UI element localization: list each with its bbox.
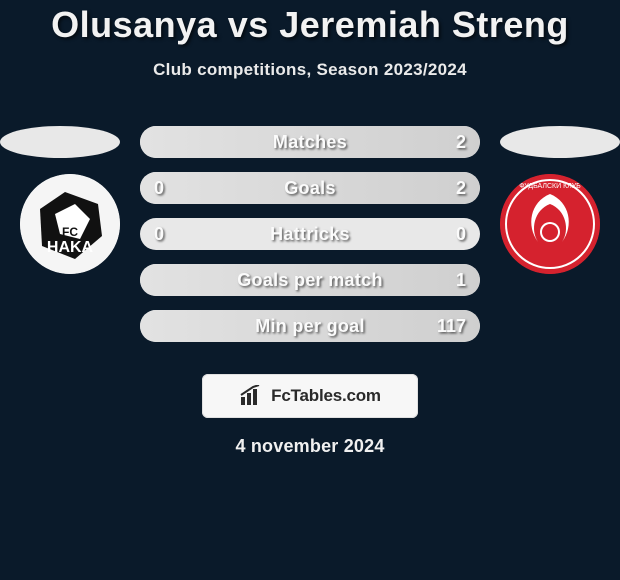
player-halo-left	[0, 126, 120, 158]
team-badge-right: ФУДБАЛСКИ КЛУБ	[500, 174, 600, 274]
metric-label: Hattricks	[140, 218, 480, 250]
metric-label: Goals per match	[140, 264, 480, 296]
metric-value-right: 1	[456, 264, 466, 296]
metric-row-hattricks: 0 Hattricks 0	[140, 218, 480, 250]
metric-row-matches: Matches 2	[140, 126, 480, 158]
brand-text: FcTables.com	[271, 386, 381, 406]
metric-label: Matches	[140, 126, 480, 158]
metric-row-min-per-goal: Min per goal 117	[140, 310, 480, 342]
metric-row-goals: 0 Goals 2	[140, 172, 480, 204]
metric-row-goals-per-match: Goals per match 1	[140, 264, 480, 296]
comparison-panel: HAKA FC ФУДБАЛСКИ КЛУБ Matches 2	[0, 112, 620, 362]
metric-label: Goals	[140, 172, 480, 204]
metric-value-right: 2	[456, 126, 466, 158]
metric-bars: Matches 2 0 Goals 2 0 Hattricks 0	[140, 126, 480, 356]
radnicki-badge-icon: ФУДБАЛСКИ КЛУБ	[500, 174, 600, 274]
brand-badge: FcTables.com	[202, 374, 418, 418]
metric-label: Min per goal	[140, 310, 480, 342]
metric-value-right: 0	[456, 218, 466, 250]
metric-value-right: 117	[437, 310, 466, 342]
svg-text:FC: FC	[62, 225, 78, 239]
player-halo-right	[500, 126, 620, 158]
svg-text:HAKA: HAKA	[47, 239, 94, 256]
bar-chart-icon	[239, 385, 265, 407]
page-subtitle: Club competitions, Season 2023/2024	[0, 60, 620, 80]
metric-value-right: 2	[456, 172, 466, 204]
haka-badge-icon: HAKA FC	[20, 174, 120, 274]
svg-text:ФУДБАЛСКИ КЛУБ: ФУДБАЛСКИ КЛУБ	[519, 183, 581, 190]
page-title: Olusanya vs Jeremiah Streng	[0, 4, 620, 46]
team-badge-left: HAKA FC	[20, 174, 120, 274]
infographic-date: 4 november 2024	[0, 436, 620, 457]
infographic-root: Olusanya vs Jeremiah Streng Club competi…	[0, 0, 620, 580]
